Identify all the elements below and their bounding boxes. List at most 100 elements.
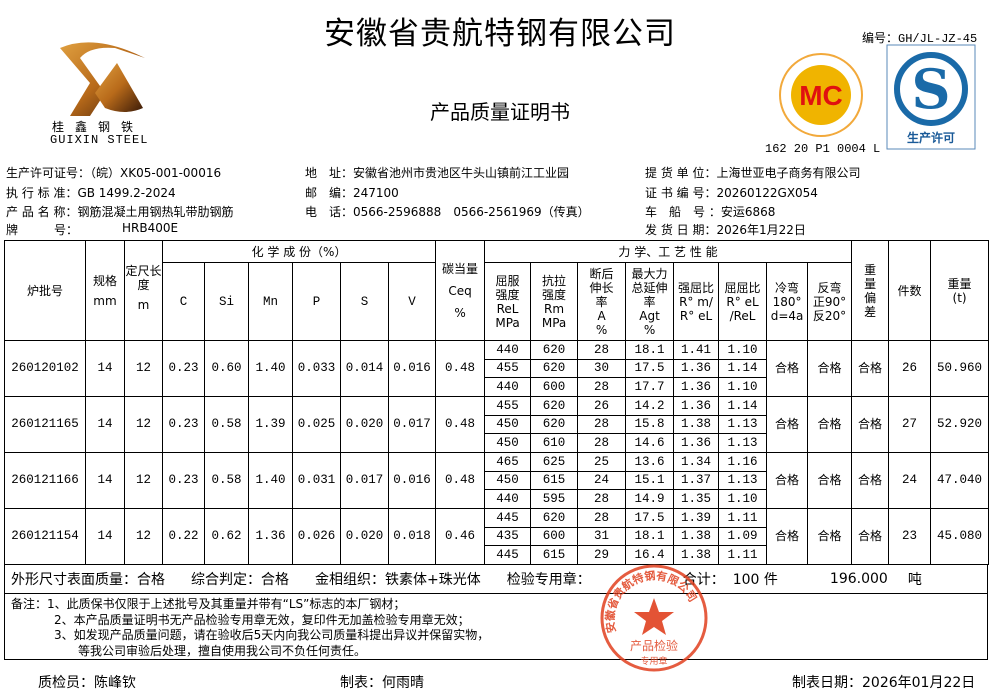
mech-value: 625	[530, 451, 579, 472]
weight-deviation: 合格	[851, 340, 890, 397]
mech-value: 18.1	[625, 340, 675, 360]
mech-value: 1.09	[718, 526, 768, 547]
mech-value: 1.10	[718, 340, 768, 360]
postcode: 邮 编：247100	[305, 186, 399, 200]
mech-value: 1.14	[718, 395, 768, 416]
chem-value: 0.62	[204, 507, 249, 565]
mech-value: 15.1	[625, 470, 675, 491]
size: 14	[85, 340, 125, 397]
table-maker: 制表：何雨晴	[340, 675, 424, 691]
mech-value: 28	[577, 433, 627, 453]
header-line: 抗拉	[542, 273, 567, 288]
header-line: 重量偏差	[864, 262, 877, 319]
mech-value: 1.41	[673, 340, 720, 360]
header-mech-7: 反弯 正90° 反20°	[807, 262, 853, 341]
mech-value: 28	[577, 377, 627, 397]
ship-date: 发 货 日 期：2026年1月22日	[645, 223, 806, 237]
size: 14	[85, 507, 125, 565]
chem-value: 0.22	[162, 507, 205, 565]
mech-value: 1.14	[718, 358, 768, 379]
chem-value: 0.58	[204, 395, 249, 453]
header-weight-deviation: 重量偏差	[851, 240, 890, 341]
total-weight: 196.000	[829, 571, 888, 587]
mech-value: 620	[530, 340, 579, 360]
mech-value: 17.7	[625, 377, 675, 397]
header-mech-5: 屈屈比 R° eL/ReL	[718, 262, 768, 341]
cold-bend: 合格	[766, 451, 809, 509]
mech-value: 31	[577, 526, 627, 547]
header-line: MPa	[541, 315, 567, 330]
mech-value: 1.35	[673, 489, 720, 509]
length: 12	[124, 340, 163, 397]
qs-production-license-icon: S 生产许可	[886, 44, 976, 150]
header-chem-0: C	[162, 262, 205, 341]
chem-value: 0.017	[340, 451, 389, 509]
chem-value: 0.58	[204, 451, 249, 509]
standard: 执 行 标 准：GB 1499.2-2024	[6, 186, 176, 200]
header-mechanical: 力 学、工 艺 性 能	[484, 240, 853, 263]
header-line: 反20°	[812, 308, 847, 323]
overall-judgement: 综合判定：合格	[191, 572, 289, 588]
mech-value: 455	[484, 395, 532, 416]
mech-value: 30	[577, 358, 627, 379]
mech-value: 1.34	[673, 451, 720, 472]
header-line: 180°	[772, 294, 802, 309]
header-line: 最大力	[631, 266, 668, 281]
header-line: 强度	[495, 287, 520, 302]
mech-value: 1.13	[718, 433, 768, 453]
header-line: A	[597, 308, 606, 323]
pieces: 24	[888, 451, 932, 509]
cold-bend: 合格	[766, 395, 809, 453]
mech-value: 14.9	[625, 489, 675, 509]
mech-value: 1.38	[673, 414, 720, 435]
header-line: 强屈比	[678, 280, 715, 295]
address: 地 址：安徽省池州市贵池区牛头山镇前江工业园	[305, 166, 570, 180]
header-line: /ReL	[729, 308, 756, 323]
mech-value: 17.5	[625, 507, 675, 528]
logo-chinese-name: 桂鑫钢铁	[52, 120, 145, 134]
mech-value: 615	[530, 470, 579, 491]
mech-value: 595	[530, 489, 579, 509]
weight: 47.040	[930, 451, 990, 509]
reverse-bend: 合格	[807, 340, 853, 397]
mech-value: 15.8	[625, 414, 675, 435]
guixin-logo-icon	[60, 42, 145, 116]
batch-number: 260121154	[4, 507, 86, 565]
table-row: 440 595 28 14.9 1.35 1.10	[5, 489, 989, 509]
header-length: 定尺长度 m	[124, 240, 163, 341]
header-line: 断后	[589, 266, 614, 281]
mech-value: 1.11	[718, 507, 768, 528]
mech-value: 1.37	[673, 470, 720, 491]
header-mech-1: 抗拉 强度 Rm MPa	[530, 262, 579, 341]
ceq: 0.48	[435, 340, 486, 397]
header-chemical: 化 学 成 份（%）	[161, 240, 437, 263]
header-line: Rm	[544, 301, 565, 316]
ceq: 0.48	[435, 451, 486, 509]
header-line: 重量	[947, 276, 972, 291]
reverse-bend: 合格	[807, 451, 853, 509]
mc-certification-icon: MC	[779, 53, 863, 137]
customer: 提 货 单 位：上海世亚电子商务有限公司	[645, 166, 861, 180]
length: 12	[124, 395, 163, 453]
mech-value: 1.36	[673, 377, 720, 397]
mech-value: 13.6	[625, 451, 675, 472]
header-line: 率	[643, 294, 656, 309]
header-line: MPa	[495, 315, 520, 330]
header-chem-1: Si	[204, 262, 249, 341]
chem-value: 0.23	[162, 395, 205, 453]
chem-value: 0.016	[387, 451, 437, 509]
length: 12	[124, 451, 163, 509]
mech-value: 1.36	[673, 395, 720, 416]
svg-text:S: S	[912, 57, 951, 121]
phone: 电 话：0566-2596888 0566-2561969（传真）	[305, 205, 590, 219]
batch-number: 260121165	[4, 395, 86, 453]
table-date: 制表日期：2026年01月22日	[792, 675, 976, 691]
header-line: R° m/	[679, 294, 713, 309]
appearance-quality: 外形尺寸表面质量：合格	[11, 572, 165, 588]
chem-value: 0.033	[292, 340, 341, 397]
mech-value: 600	[530, 526, 579, 547]
table-row: 450 620 28 15.8 1.38 1.13	[5, 414, 989, 435]
cold-bend: 合格	[766, 340, 809, 397]
header-line: 屈屈比	[724, 280, 761, 295]
mech-value: 620	[530, 358, 579, 379]
